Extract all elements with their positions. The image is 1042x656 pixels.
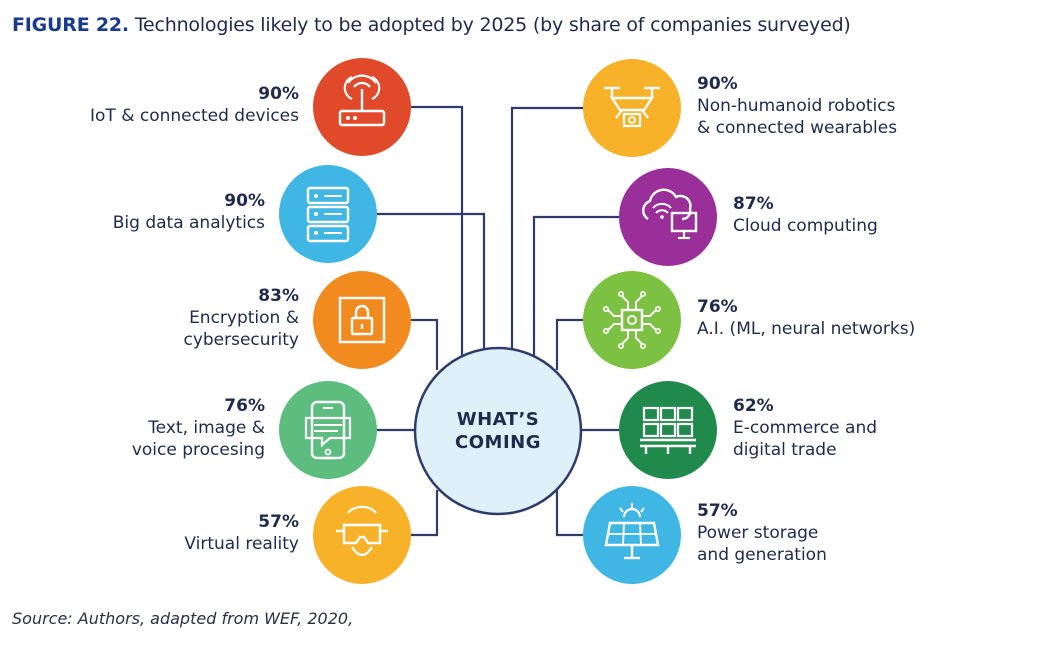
connector-right-5	[555, 490, 583, 537]
percentage-value: 62%	[733, 396, 774, 416]
center-circle	[413, 346, 583, 516]
percentage-value: 76%	[697, 297, 738, 317]
node-circle	[619, 168, 717, 266]
technology-name-line: digital trade	[733, 440, 837, 460]
node-circle	[583, 271, 681, 369]
node-right-1	[583, 59, 681, 157]
figure-number: FIGURE 22.	[12, 14, 129, 36]
percentage-value: 90%	[697, 74, 738, 94]
technology-name-line: Virtual reality	[184, 534, 299, 554]
percentage-value: 57%	[697, 501, 738, 521]
label-left-4: 76% Text, image & voice procesing	[132, 395, 265, 461]
router-icon	[338, 74, 386, 127]
connector-right-1	[510, 106, 583, 352]
percentage-value: 76%	[224, 396, 265, 416]
node-right-3	[583, 271, 681, 369]
percentage-value: 83%	[258, 286, 299, 306]
source-note: Source: Authors, adapted from WEF, 2020,	[12, 609, 354, 628]
node-right-5	[583, 486, 681, 584]
center-label: WHAT’S COMING	[418, 408, 578, 454]
technology-name-line: Encryption &	[189, 308, 299, 328]
label-right-5: 57% Power storage and generation	[697, 500, 827, 566]
connector-right-3	[555, 318, 583, 370]
technology-name-line: E-commerce and	[733, 418, 878, 438]
label-left-3: 83% Encryption & cybersecurity	[183, 285, 299, 351]
vr-headset-icon	[336, 505, 388, 557]
technology-name-line: Big data analytics	[112, 213, 265, 233]
figure-title: FIGURE 22. Technologies likely to be ado…	[12, 14, 851, 36]
node-left-3	[313, 271, 411, 369]
node-circle	[583, 486, 681, 584]
lock-icon	[338, 296, 386, 344]
technology-name-line: A.I. (ML, neural networks)	[697, 319, 916, 339]
node-right-2	[619, 168, 717, 266]
solar-panel-icon	[604, 503, 660, 560]
technology-name-line: Cloud computing	[733, 216, 878, 236]
node-left-5	[313, 486, 411, 584]
node-left-4	[279, 381, 377, 479]
technology-name-line: cybersecurity	[183, 330, 299, 350]
technology-name-line: IoT & connected devices	[90, 106, 299, 126]
node-circle	[313, 486, 411, 584]
center-label-line1: WHAT’S	[456, 409, 540, 430]
label-right-2: 87% Cloud computing	[733, 193, 878, 237]
chip-icon	[602, 290, 661, 349]
technology-nodes	[279, 58, 717, 584]
drone-icon	[604, 86, 660, 128]
cloud-computer-icon	[642, 188, 698, 240]
connector-left-2	[377, 212, 486, 352]
node-circle	[619, 381, 717, 479]
technology-name-line: voice procesing	[131, 440, 265, 460]
technology-name-line: Power storage	[697, 523, 819, 543]
label-left-5: 57% Virtual reality	[184, 511, 299, 555]
technology-name-line: & connected wearables	[697, 118, 898, 138]
node-circle	[313, 271, 411, 369]
label-left-1: 90% IoT & connected devices	[90, 83, 299, 127]
technology-name-line: Non-humanoid robotics	[697, 96, 896, 116]
connector-left-5	[411, 490, 439, 537]
technology-name-line: and generation	[697, 545, 827, 565]
label-right-1: 90% Non-humanoid robotics & connected wear…	[697, 73, 897, 139]
label-right-4: 62% E-commerce and digital trade	[733, 395, 877, 461]
label-right-3: 76% A.I. (ML, neural networks)	[697, 296, 915, 340]
warehouse-icon	[640, 406, 696, 454]
percentage-value: 90%	[258, 84, 299, 104]
server-icon	[306, 186, 350, 243]
connector-lines	[377, 105, 619, 537]
percentage-value: 57%	[258, 512, 299, 532]
phone-chat-icon	[304, 400, 352, 460]
connector-right-2	[532, 215, 619, 357]
center-label-line2: COMING	[455, 432, 541, 453]
percentage-value: 90%	[224, 191, 265, 211]
connector-left-1	[411, 105, 464, 357]
technology-name-line: Text, image &	[148, 418, 265, 438]
connector-left-3	[411, 318, 439, 370]
node-right-4	[619, 381, 717, 479]
figure-caption: Technologies likely to be adopted by 202…	[134, 14, 851, 36]
node-left-1	[313, 58, 411, 156]
percentage-value: 87%	[733, 194, 774, 214]
label-left-2: 90% Big data analytics	[113, 190, 265, 234]
node-circle	[583, 59, 681, 157]
node-left-2	[279, 165, 377, 263]
